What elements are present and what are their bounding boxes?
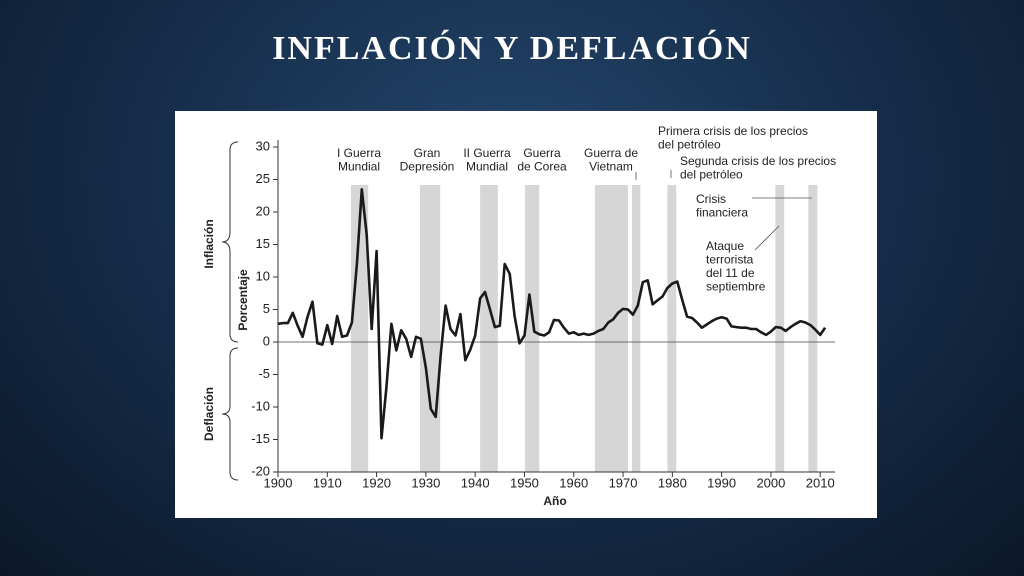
leader-line [754,225,780,251]
annotation: Mundial [338,160,380,174]
event-band [524,185,540,472]
annotation: I Guerra [337,146,381,160]
inflation-brace [221,141,239,343]
x-tick-label: 1950 [510,475,539,490]
x-tick-label: 1900 [264,475,293,490]
annotation: terrorista [706,253,754,267]
annotation: del petróleo [658,138,721,152]
annotation: del petróleo [680,168,743,182]
event-band [350,185,369,472]
annotation: II Guerra [463,146,511,160]
annotation: Mundial [466,160,508,174]
annotation: septiembre [706,280,766,294]
annotation: del 11 de [706,266,755,280]
event-band [594,185,628,472]
annotation: Guerra de [584,146,638,160]
event-band [631,185,641,472]
x-tick-label: 1930 [411,475,440,490]
y-tick-label: 5 [263,301,270,316]
y-tick-label: -10 [251,398,270,413]
y-tick-label: 10 [256,268,270,283]
side-label: Deflación [202,387,216,441]
event-band [667,185,677,472]
y-tick-label: 0 [263,333,270,348]
x-tick-label: 1920 [362,475,391,490]
event-band [419,185,441,472]
y-tick-label: -5 [258,366,270,381]
annotation: Gran [414,146,441,160]
x-axis-label: Año [543,494,566,508]
y-tick-label: 30 [256,138,270,153]
annotation: Vietnam [589,160,633,174]
slide-title: INFLACIÓN Y DEFLACIÓN [272,30,752,67]
x-tick-label: 1990 [707,475,736,490]
y-tick-label: 25 [256,171,270,186]
x-tick-label: 1940 [461,475,490,490]
annotation: Primera crisis de los precios [658,124,808,138]
annotation: Segunda crisis de los precios [680,154,836,168]
y-tick-label: -15 [251,431,270,446]
annotation: financiera [696,206,748,220]
y-tick-label: 20 [256,203,270,218]
x-tick-label: 1960 [559,475,588,490]
x-tick-label: 1910 [313,475,342,490]
y-tick-label: -20 [251,463,270,478]
x-tick-label: 2000 [756,475,785,490]
side-label: Inflación [202,219,216,268]
x-tick-label: 1980 [658,475,687,490]
x-tick-label: 1970 [609,475,638,490]
x-tick-label: 2010 [806,475,835,490]
y-tick-label: 15 [256,236,270,251]
annotation: Guerra [523,146,561,160]
inflation-line [277,188,827,440]
annotation: Depresión [400,160,455,174]
event-band [480,185,498,472]
y-axis-label: Porcentaje [236,269,250,331]
annotation: Crisis [696,192,726,206]
annotation: de Corea [517,160,567,174]
deflation-brace [221,347,239,481]
annotation: Ataque [706,239,744,253]
